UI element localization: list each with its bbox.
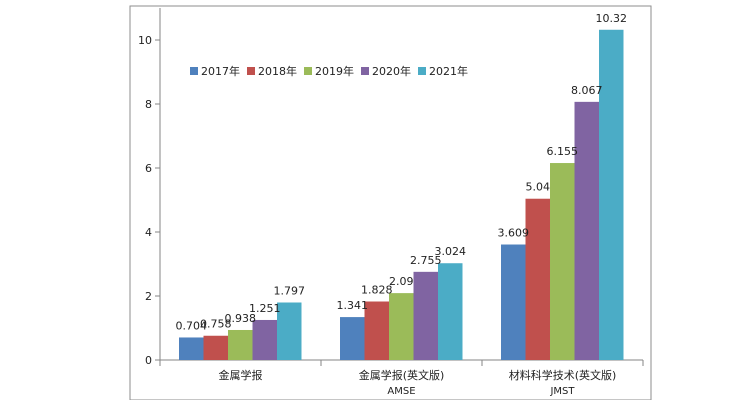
category-labels: 金属学报 金属学报(英文版) AMSE 材料科学技术(英文版) JMST bbox=[219, 368, 617, 397]
bar-value-label: 1.341 bbox=[337, 299, 369, 312]
bar-value-label: 1.828 bbox=[361, 284, 393, 297]
legend-label: 2018年 bbox=[258, 64, 297, 78]
bar bbox=[550, 163, 575, 360]
bar-value-label: 0.758 bbox=[200, 318, 232, 331]
bar-value-label: 3.609 bbox=[498, 227, 530, 240]
bar-value-label: 0.938 bbox=[225, 312, 257, 325]
bar bbox=[277, 302, 302, 360]
bar bbox=[599, 29, 624, 360]
bar-value-label: 10.32 bbox=[596, 12, 628, 25]
category-sublabel: AMSE bbox=[387, 386, 415, 397]
y-tick-label: 8 bbox=[145, 98, 152, 111]
category-label: 材料科学技术(英文版) bbox=[509, 368, 617, 382]
y-tick-label: 2 bbox=[145, 290, 152, 303]
y-tick-label: 0 bbox=[145, 354, 152, 367]
bar-value-label: 5.04 bbox=[526, 181, 551, 194]
category-label: 金属学报(英文版) bbox=[359, 368, 445, 382]
bars bbox=[179, 29, 624, 360]
legend-label: 2021年 bbox=[429, 64, 468, 78]
bar-value-label: 2.755 bbox=[410, 254, 442, 267]
category-label: 金属学报 bbox=[219, 368, 263, 382]
bar bbox=[413, 271, 438, 360]
bar-value-label: 1.797 bbox=[274, 284, 306, 297]
legend-swatch bbox=[247, 67, 255, 75]
bar bbox=[340, 317, 365, 360]
legend-swatch bbox=[304, 67, 312, 75]
category-sublabel: JMST bbox=[549, 386, 575, 397]
bar-value-label: 8.067 bbox=[571, 84, 603, 97]
bar bbox=[574, 101, 599, 360]
y-tick-label: 10 bbox=[138, 34, 152, 47]
bar-value-label: 2.09 bbox=[389, 275, 414, 288]
bar bbox=[389, 293, 414, 360]
bar bbox=[438, 263, 463, 360]
bar-value-label: 0.704 bbox=[176, 319, 208, 332]
legend-label: 2019年 bbox=[315, 64, 354, 78]
legend-label: 2017年 bbox=[201, 64, 240, 78]
bar bbox=[203, 335, 228, 360]
y-tick-label: 6 bbox=[145, 162, 152, 175]
legend-swatch bbox=[418, 67, 426, 75]
bar-value-label: 1.251 bbox=[249, 302, 281, 315]
bar bbox=[501, 244, 526, 360]
legend-swatch bbox=[361, 67, 369, 75]
bar bbox=[228, 329, 253, 360]
bar bbox=[525, 198, 550, 360]
bar bbox=[179, 337, 204, 360]
legend: 2017年 2018年 2019年 2020年 2021年 bbox=[190, 64, 468, 78]
bar bbox=[364, 301, 389, 360]
bar bbox=[252, 319, 277, 360]
bar-value-label: 3.024 bbox=[435, 245, 467, 258]
y-tick-label: 4 bbox=[145, 226, 152, 239]
bar-value-label: 6.155 bbox=[547, 145, 579, 158]
legend-swatch bbox=[190, 67, 198, 75]
legend-label: 2020年 bbox=[372, 64, 411, 78]
